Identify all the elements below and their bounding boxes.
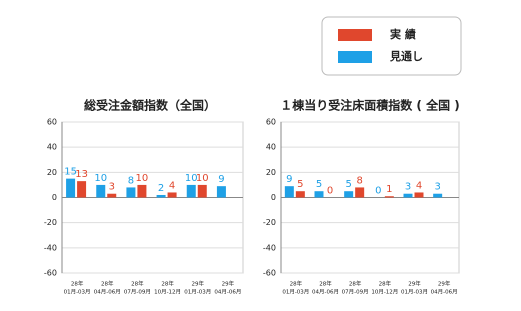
value-label: 4 [416,180,422,191]
bar [197,184,207,198]
x-tick-label: 28年 [71,280,84,288]
legend-box [321,16,462,76]
chart-title: 総受注金額指数（全国） [84,98,216,113]
value-label: 8 [356,175,362,186]
value-label: 0 [327,186,333,197]
y-tick-label: 0 [52,193,57,202]
y-tick-label: -40 [44,243,57,252]
x-tick-label: 28年 [161,280,174,288]
bar [186,184,196,198]
y-tick-label: 40 [266,143,276,152]
bar [137,184,147,198]
x-tick-label: 28年 [379,280,392,288]
value-label: 9 [286,174,292,185]
x-tick-label: 29年 [438,280,451,288]
x-tick-label: 28年 [101,280,114,288]
y-tick-label: -60 [263,269,276,278]
x-tick-label: 29年 [192,280,205,288]
value-label: 3 [109,182,115,193]
bar [107,193,117,198]
value-label: 10 [196,173,209,184]
x-tick-label: 01月-03月 [401,289,428,296]
x-tick-label: 07月-09月 [124,289,151,296]
y-tick-label: 40 [47,143,57,152]
bar [77,181,87,198]
value-label: 5 [297,179,303,190]
x-tick-label: 07月-09月 [342,289,369,296]
bar [433,193,443,198]
y-tick-label: -20 [263,218,276,227]
value-label: 9 [218,174,224,185]
y-tick-label: -20 [44,218,57,227]
value-label: 2 [158,183,164,194]
y-tick-label: 60 [266,118,276,127]
x-tick-label: 04月-06月 [431,289,458,296]
bar [295,191,305,198]
x-tick-label: 28年 [319,280,332,288]
bar [156,194,166,198]
chart-title: １棟当り受注床面積指数 ( 全国 ) [280,98,460,113]
y-tick-label: 0 [271,193,276,202]
bar [355,187,365,198]
x-tick-label: 29年 [408,280,421,288]
value-label: 10 [136,173,149,184]
bar [314,191,324,198]
y-tick-label: 20 [47,168,57,177]
bar [284,186,294,198]
y-tick-label: 60 [47,118,57,127]
x-tick-label: 01月-03月 [184,289,211,296]
value-label: 1 [386,184,392,195]
legend-label: 見通し [389,50,423,63]
x-tick-label: 28年 [290,280,303,288]
x-tick-label: 29年 [222,280,235,288]
value-label: 10 [94,173,107,184]
value-label: 4 [169,180,175,191]
x-tick-label: 01月-03月 [282,289,309,296]
x-tick-label: 28年 [349,280,362,288]
bar [403,193,413,198]
x-tick-label: 10月-12月 [154,289,181,296]
bar [126,187,136,198]
value-label: 8 [128,175,134,186]
legend-label: 実 績 [390,27,416,41]
bar [414,192,424,198]
value-label: 10 [185,173,198,184]
y-tick-label: 20 [266,168,276,177]
y-tick-label: -40 [263,243,276,252]
value-label: 3 [405,182,411,193]
bar [216,186,226,198]
bar [96,184,106,198]
value-label: 15 [64,167,77,178]
x-tick-label: 04月-06月 [312,289,339,296]
bar [66,178,76,198]
bar [344,191,354,198]
value-label: 0 [375,186,381,197]
legend-swatch [338,29,372,41]
value-label: 5 [345,179,351,190]
x-tick-label: 28年 [131,280,144,288]
value-label: 5 [316,179,322,190]
value-label: 13 [75,169,88,180]
legend-swatch [338,51,372,63]
bar [384,196,394,198]
x-tick-label: 10月-12月 [371,289,398,296]
value-label: 3 [434,182,440,193]
x-tick-label: 04月-06月 [214,289,241,296]
bar [167,192,177,198]
x-tick-label: 01月-03月 [64,289,91,296]
y-tick-label: -60 [44,269,57,278]
x-tick-label: 04月-06月 [94,289,121,296]
